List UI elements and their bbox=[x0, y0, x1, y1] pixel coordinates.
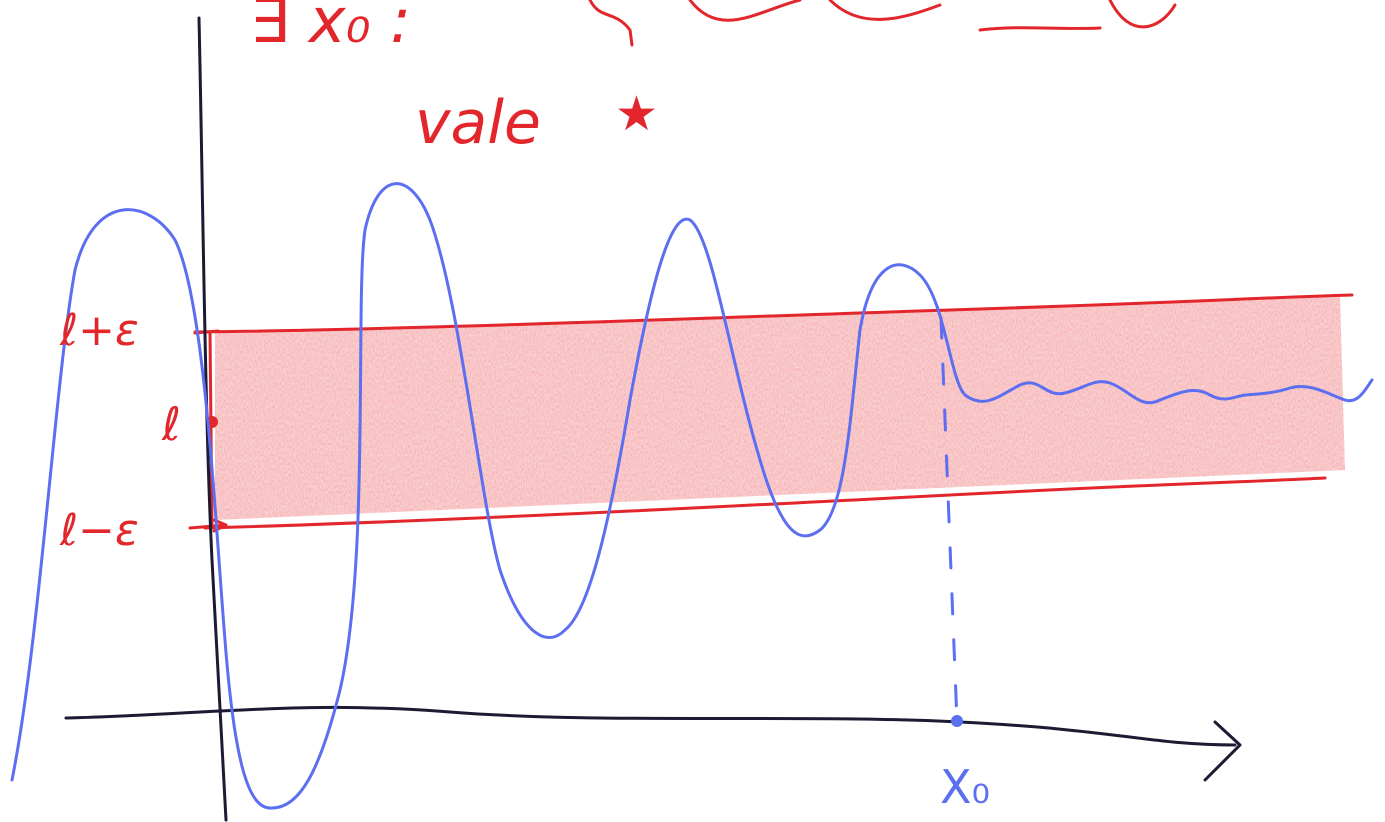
x-axis bbox=[64, 705, 1237, 747]
label-x0: X₀ bbox=[940, 760, 990, 814]
upper-bound-line bbox=[193, 293, 1354, 334]
top-formula-fragment: ∃ x₀ : bbox=[250, 0, 411, 57]
x0-dashed-guide bbox=[939, 316, 959, 724]
y-axis bbox=[197, 16, 228, 822]
label-lower-bound: ℓ−ε bbox=[59, 505, 139, 556]
star-icon: ★ bbox=[615, 86, 658, 142]
interval-bracket bbox=[208, 330, 214, 530]
lower-bound-line bbox=[203, 476, 1327, 530]
label-limit: ℓ bbox=[161, 397, 181, 451]
top-scribble-strokes bbox=[588, 0, 1177, 47]
label-upper-bound: ℓ+ε bbox=[59, 305, 139, 356]
epsilon-band-shading bbox=[215, 296, 1345, 520]
function-curve bbox=[10, 182, 1374, 810]
note-word: vale bbox=[415, 88, 541, 158]
x-axis-arrowhead bbox=[1203, 720, 1242, 782]
x0-point-dot bbox=[951, 715, 963, 727]
